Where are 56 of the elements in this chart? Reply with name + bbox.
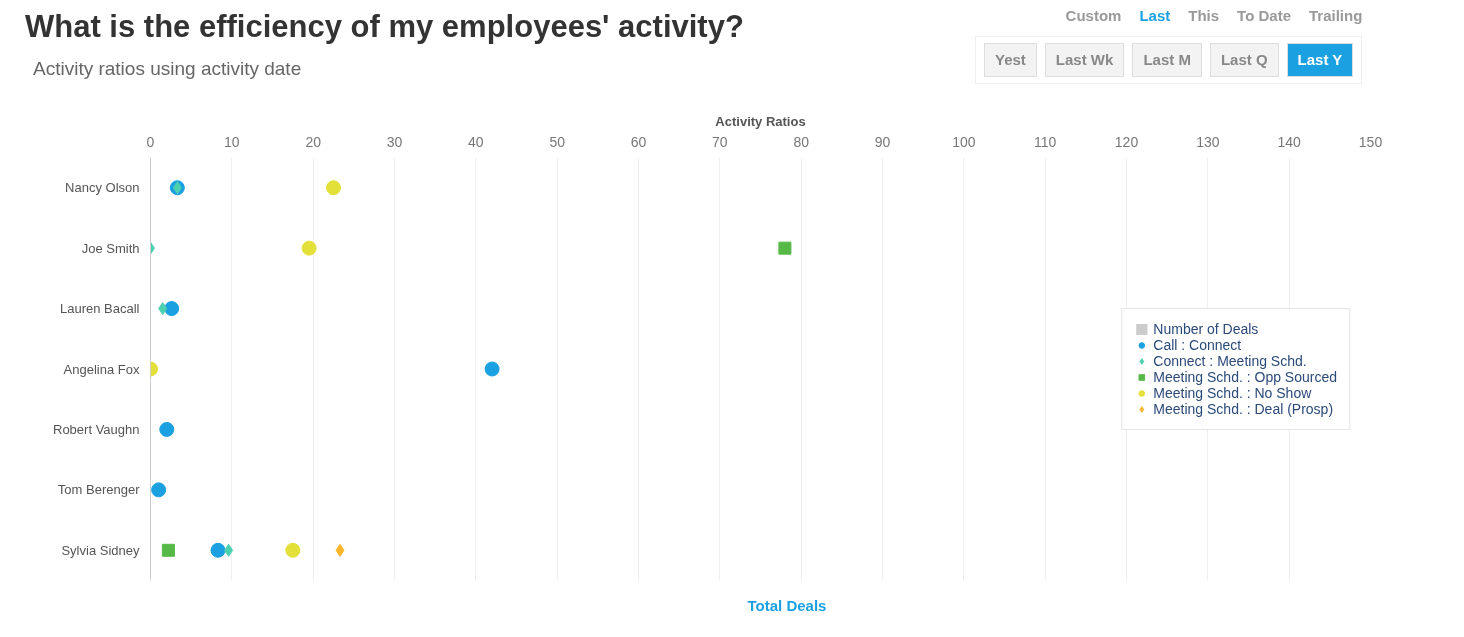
x-tick-label: 110 (1034, 133, 1057, 150)
text: Last Wk (1044, 43, 1125, 77)
y-tick-label: Angelina Fox (63, 361, 140, 377)
x-tick-label: 130 (1196, 133, 1220, 150)
x-tick-label: 10 (224, 133, 240, 150)
x-tick-label: 120 (1114, 133, 1139, 150)
point (484, 361, 500, 377)
point (335, 543, 345, 557)
text: Last (1139, 7, 1171, 24)
x-tick-label: 20 (305, 133, 322, 150)
text: Yest (984, 43, 1037, 77)
point (210, 542, 226, 558)
x-tick-label: 90 (874, 133, 891, 150)
point (285, 542, 301, 558)
y-tick-label: Joe Smith (81, 240, 140, 256)
point (301, 240, 317, 256)
x-tick-label: 30 (386, 133, 403, 150)
text: To Date (1237, 7, 1291, 24)
point (151, 482, 167, 498)
x-axis-title: Activity Ratios (715, 113, 806, 129)
legend-label: Meeting Schd. : Opp Sourced (1153, 368, 1337, 385)
legend-label: Connect : Meeting Schd. (1153, 352, 1307, 369)
chart-subtitle: Activity ratios using activity date (33, 57, 303, 82)
x-tick-label: 50 (549, 133, 566, 150)
point (161, 543, 175, 557)
x-tick-label: 150 (1358, 133, 1383, 150)
point (224, 543, 234, 557)
point (159, 421, 175, 437)
chart-title: What is the efficiency of my employees' activity? (25, 8, 744, 46)
y-tick-label: Tom Berenger (57, 482, 141, 498)
point (158, 302, 168, 316)
point (778, 241, 792, 255)
legend-label: Call : Connect (1153, 336, 1242, 353)
text: Last Y (1286, 43, 1354, 77)
legend-label: Meeting Schd. : No Show (1153, 384, 1312, 401)
text: Trailing (1308, 7, 1363, 24)
text: Total Deals (746, 596, 828, 616)
text: Last Q (1209, 43, 1279, 77)
legend-label: Number of Deals (1153, 320, 1259, 337)
legend-label: Meeting Schd. : Deal (Prosp) (1153, 400, 1334, 417)
text: This (1188, 7, 1220, 24)
y-tick-label: Lauren Bacall (60, 301, 140, 317)
x-tick-label: 60 (630, 133, 647, 150)
text: Custom (1065, 7, 1122, 24)
point (164, 301, 180, 317)
x-tick-label: 70 (712, 133, 728, 150)
x-tick-label: 0 (146, 133, 155, 150)
x-tick-label: 80 (793, 133, 810, 150)
y-tick-label: Robert Vaughn (53, 421, 140, 437)
y-tick-label: Nancy Olson (65, 180, 140, 196)
point (326, 180, 341, 196)
x-tick-label: 40 (468, 133, 484, 150)
y-tick-label: Sylvia Sidney (61, 542, 140, 558)
x-tick-label: 140 (1277, 133, 1302, 150)
x-tick-label: 100 (952, 133, 976, 150)
text: Last M (1132, 43, 1202, 77)
